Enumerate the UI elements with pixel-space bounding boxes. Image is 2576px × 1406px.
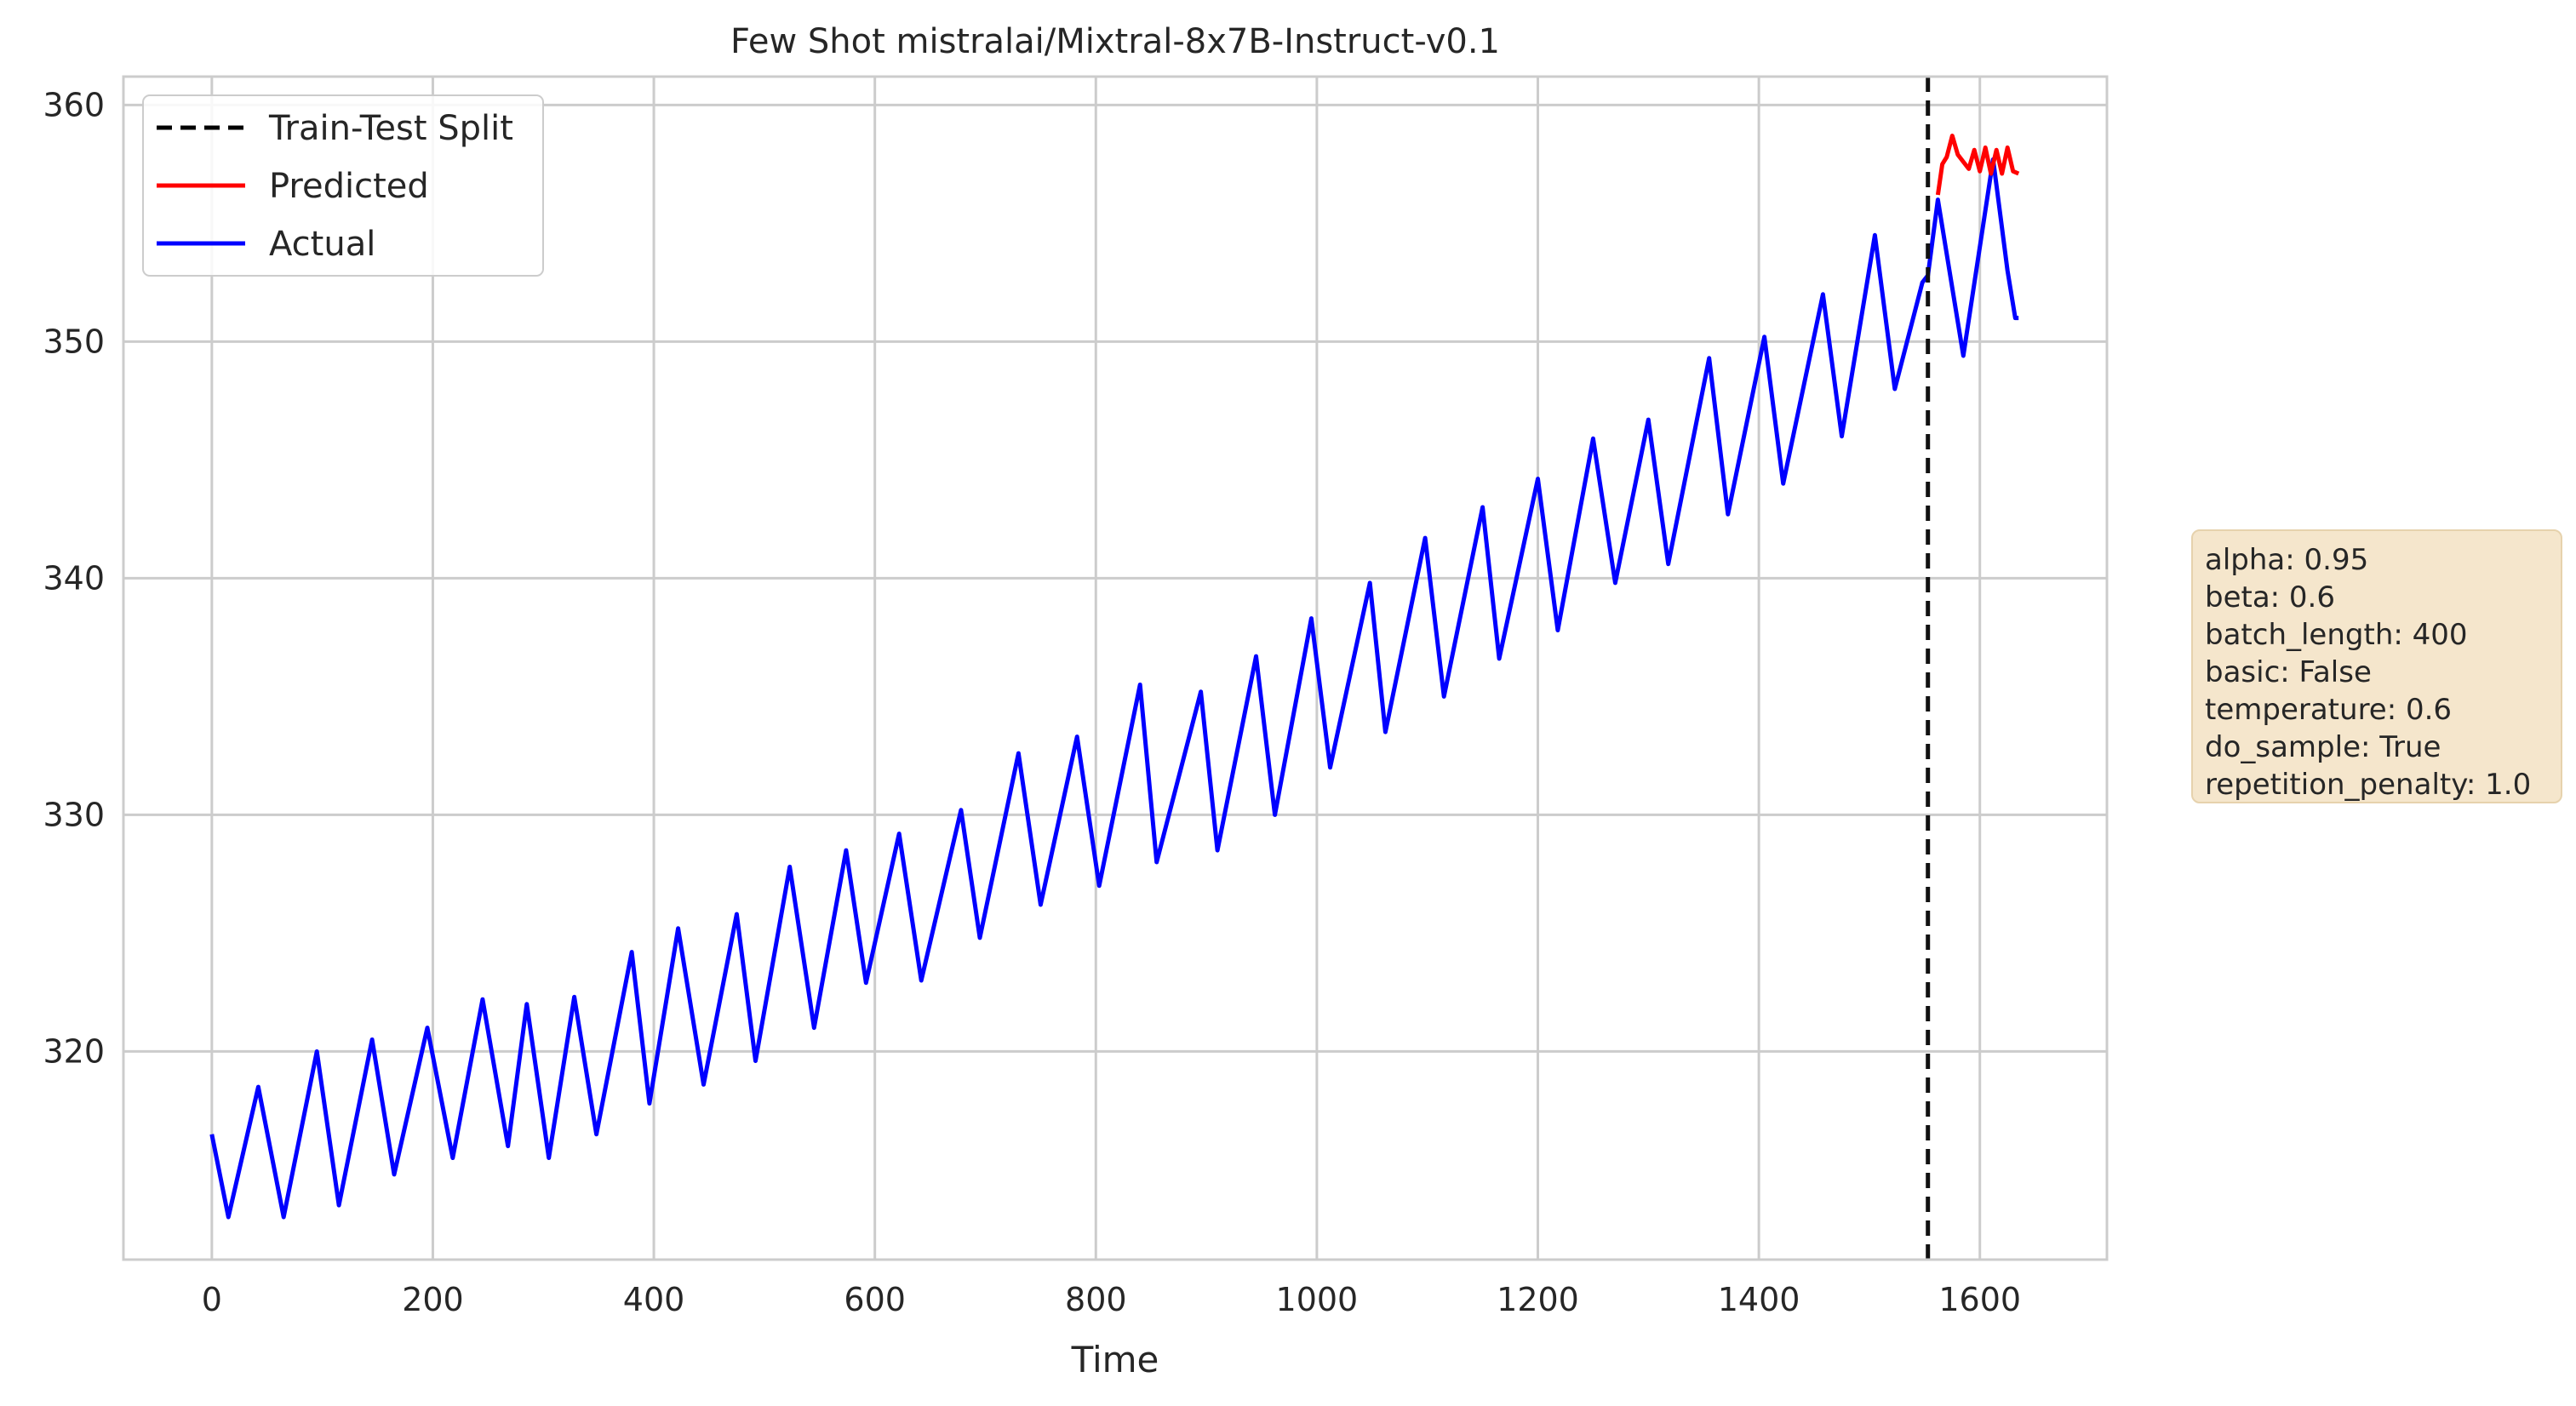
x-tick-label: 800 (1065, 1281, 1127, 1318)
legend-label: Actual (269, 225, 375, 264)
y-tick-label: 330 (43, 796, 105, 833)
parameter-line: repetition_penalty: 1.0 (2205, 768, 2532, 802)
legend-label: Predicted (269, 167, 429, 206)
legend-box (142, 94, 544, 277)
x-tick-label: 1200 (1497, 1281, 1579, 1318)
y-tick-label: 360 (43, 86, 105, 123)
parameter-line: basic: False (2205, 655, 2372, 689)
parameter-line: batch_length: 400 (2205, 618, 2468, 652)
series-layer (209, 77, 2020, 1260)
legend: Train-Test Split Predicted Actual (142, 94, 544, 277)
x-tick-label: 0 (202, 1281, 222, 1318)
tick-labels: 0 200 400 600 800 1000 1200 1400 1600 320 330 340 35… (43, 86, 2021, 1318)
plot-frame (122, 75, 2109, 1261)
x-tick-label: 1600 (1938, 1281, 2021, 1318)
x-tick-label: 400 (623, 1281, 685, 1318)
legend-label: Train-Test Split (268, 109, 513, 148)
x-tick-label: 600 (844, 1281, 906, 1318)
x-axis-label: Time (1071, 1339, 1159, 1380)
x-tick-label: 200 (402, 1281, 464, 1318)
parameter-line: beta: 0.6 (2205, 580, 2335, 614)
y-tick-label: 340 (43, 559, 105, 597)
parameter-line: temperature: 0.6 (2205, 693, 2453, 727)
x-tick-label: 1400 (1718, 1281, 1800, 1318)
parameter-line: alpha: 0.95 (2205, 543, 2369, 577)
parameters-box: alpha: 0.95 beta: 0.6 batch_length: 400 bas… (2191, 529, 2562, 803)
parameter-line: do_sample: True (2205, 730, 2441, 764)
chart-title: Few Shot mistralai/Mixtral-8x7B-Instruct… (730, 22, 1500, 61)
y-tick-label: 320 (43, 1032, 105, 1070)
x-tick-label: 1000 (1276, 1281, 1359, 1318)
series-line-actual (209, 157, 2019, 1220)
series-line-predicted (1935, 134, 2020, 196)
y-tick-label: 350 (43, 323, 105, 360)
